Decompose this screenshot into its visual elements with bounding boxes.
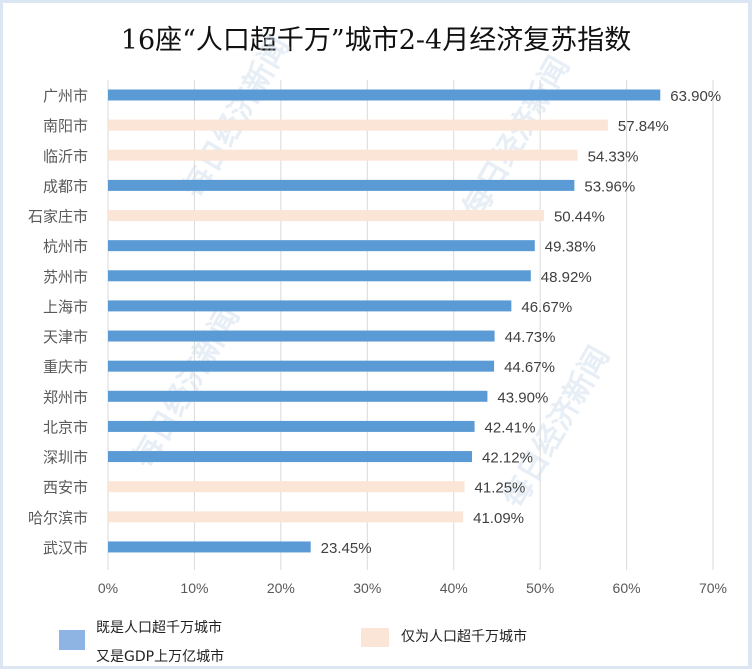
x-tick-label: 40%	[440, 580, 468, 596]
category-label: 广州市	[43, 87, 88, 105]
category-label: 郑州市	[43, 388, 88, 406]
bar	[108, 240, 535, 252]
bar	[108, 420, 475, 432]
legend-label-a-line1: 既是人口超千万城市	[96, 620, 222, 636]
legend-label-a-line2: 又是GDP上万亿城市	[96, 649, 225, 665]
bar	[108, 300, 512, 312]
data-label: 41.25%	[475, 480, 526, 497]
x-tick-label: 50%	[526, 580, 554, 596]
bar	[108, 511, 464, 523]
data-label: 48.92%	[541, 269, 592, 286]
bar	[108, 210, 544, 222]
bar	[108, 330, 495, 342]
category-label: 武汉市	[43, 539, 88, 557]
data-label: 46.67%	[521, 299, 572, 316]
data-label: 50.44%	[554, 209, 605, 226]
x-tick-label: 10%	[180, 580, 208, 596]
category-label: 天津市	[43, 328, 88, 346]
legend-swatch-b	[361, 628, 389, 647]
bar	[108, 390, 488, 402]
data-label: 54.33%	[588, 148, 639, 165]
data-label: 57.84%	[618, 118, 669, 135]
x-tick-label: 0%	[98, 580, 118, 596]
category-label: 杭州市	[43, 238, 88, 256]
category-label: 西安市	[43, 479, 88, 497]
watermark: 每日经济新闻	[127, 301, 247, 474]
bar	[108, 541, 311, 553]
data-label: 63.90%	[670, 88, 721, 105]
category-label: 上海市	[43, 298, 88, 316]
data-label: 43.90%	[497, 389, 548, 406]
watermark: 每日经济新闻	[457, 51, 577, 224]
data-label: 41.09%	[473, 510, 524, 527]
data-label: 44.73%	[505, 329, 556, 346]
bar	[108, 451, 473, 463]
data-label: 44.67%	[504, 359, 555, 376]
legend-label-b: 仅为人口超千万城市	[401, 629, 527, 645]
category-label: 苏州市	[43, 268, 88, 286]
category-label: 哈尔滨市	[28, 509, 88, 527]
category-label: 石家庄市	[28, 208, 88, 226]
x-tick-label: 60%	[613, 580, 641, 596]
legend-swatch-a	[59, 630, 85, 650]
bar	[108, 481, 465, 493]
bar	[108, 270, 531, 282]
bar	[108, 89, 661, 101]
x-tick-label: 30%	[353, 580, 381, 596]
category-label: 重庆市	[43, 358, 88, 376]
bar	[108, 360, 495, 372]
data-label: 42.12%	[482, 450, 533, 467]
data-label: 23.45%	[321, 540, 372, 557]
data-label: 53.96%	[584, 178, 635, 195]
category-label: 南阳市	[43, 117, 88, 135]
bar	[108, 179, 575, 191]
chart-title: 16座“人口超千万”城市2-4月经济复苏指数	[120, 25, 632, 56]
x-tick-label: 20%	[267, 580, 295, 596]
bar	[108, 149, 578, 161]
category-label: 深圳市	[43, 449, 88, 467]
x-tick-label: 70%	[699, 580, 727, 596]
data-label: 49.38%	[545, 239, 596, 256]
data-label: 42.41%	[485, 419, 536, 436]
category-label: 临沂市	[43, 147, 88, 165]
bar	[108, 119, 608, 131]
category-label: 北京市	[43, 418, 88, 436]
category-label: 成都市	[43, 177, 88, 195]
